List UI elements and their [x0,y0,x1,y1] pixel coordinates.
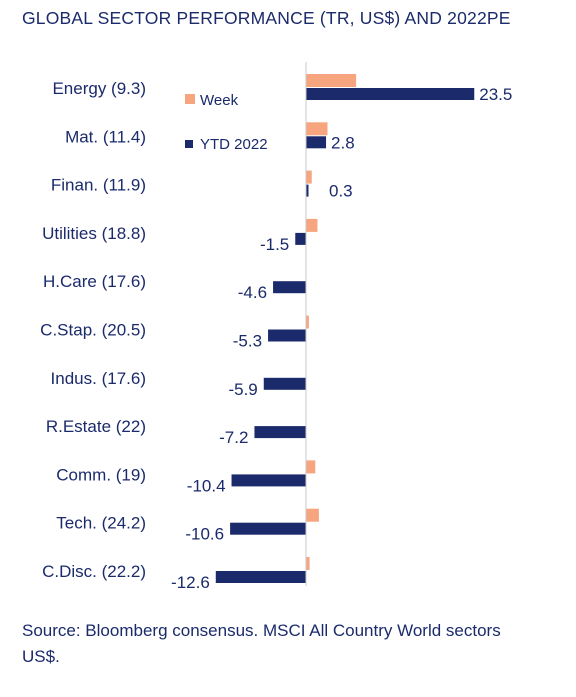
week-bar [306,122,328,136]
bar-chart: Energy (9.3) Mat. (11.4) Finan. (11.9) Util… [40,62,512,592]
ytd-bars [215,88,475,583]
ytd-value-label: 2.8 [331,133,355,152]
category-label: R.Estate (22) [46,417,146,436]
ytd-value-label: -5.3 [233,332,262,351]
category-label: Utilities (18.8) [42,224,146,243]
ytd-value-label: 0.3 [329,182,353,201]
ytd-bar [306,136,327,149]
ytd-value-label: -7.2 [219,428,248,447]
ytd-bar [273,281,306,294]
ytd-value-label: -1.5 [260,235,289,254]
week-bar [306,460,316,474]
ytd-value-label: 23.5 [479,85,512,104]
legend-week-swatch [185,94,195,104]
ytd-bar [306,88,475,100]
source-note: Source: Bloomberg consensus. MSCI All Co… [22,621,501,666]
category-label: Indus. (17.6) [51,369,146,388]
category-label: Comm. (19) [56,465,146,484]
ytd-value-label: -4.6 [238,283,267,302]
category-label: C.Stap. (20.5) [40,321,146,340]
ytd-value-label: -10.4 [187,476,226,495]
ytd-bar [215,571,306,583]
week-bar [306,74,357,87]
ytd-value-label: -10.6 [185,525,224,544]
category-label: C.Disc. (22.2) [42,562,146,581]
chart-title: GLOBAL SECTOR PERFORMANCE (TR, US$) AND … [22,8,511,28]
ytd-bar [231,474,306,487]
legend-ytd-label: YTD 2022 [200,136,268,153]
ytd-bar [254,426,306,439]
legend: Week YTD 2022 [185,92,268,153]
category-labels: Energy (9.3) Mat. (11.4) Finan. (11.9) Util… [40,79,146,581]
week-bar [306,218,318,232]
value-labels: 23.5 2.8 0.3 -1.5 -4.6 -5.3 -5.9 -7.2 -10.4 -10.6… [171,85,512,592]
ytd-value-label: -12.6 [171,573,210,592]
ytd-bar [230,522,306,535]
legend-ytd-swatch [185,140,193,148]
ytd-bar [306,184,309,197]
week-bar [306,508,319,522]
week-bar [306,315,309,329]
category-label: H.Care (17.6) [43,272,146,291]
ytd-bar [295,232,306,245]
category-label: Finan. (11.9) [51,176,146,195]
week-bar [306,170,312,184]
week-bar [306,557,310,570]
category-label: Mat. (11.4) [65,127,146,146]
week-bars [306,74,357,570]
category-label: Tech. (24.2) [56,514,146,533]
ytd-bar [268,329,306,342]
legend-week-label: Week [200,92,239,109]
ytd-value-label: -5.9 [228,380,257,399]
category-label: Energy (9.3) [52,79,146,98]
ytd-bar [263,377,306,390]
